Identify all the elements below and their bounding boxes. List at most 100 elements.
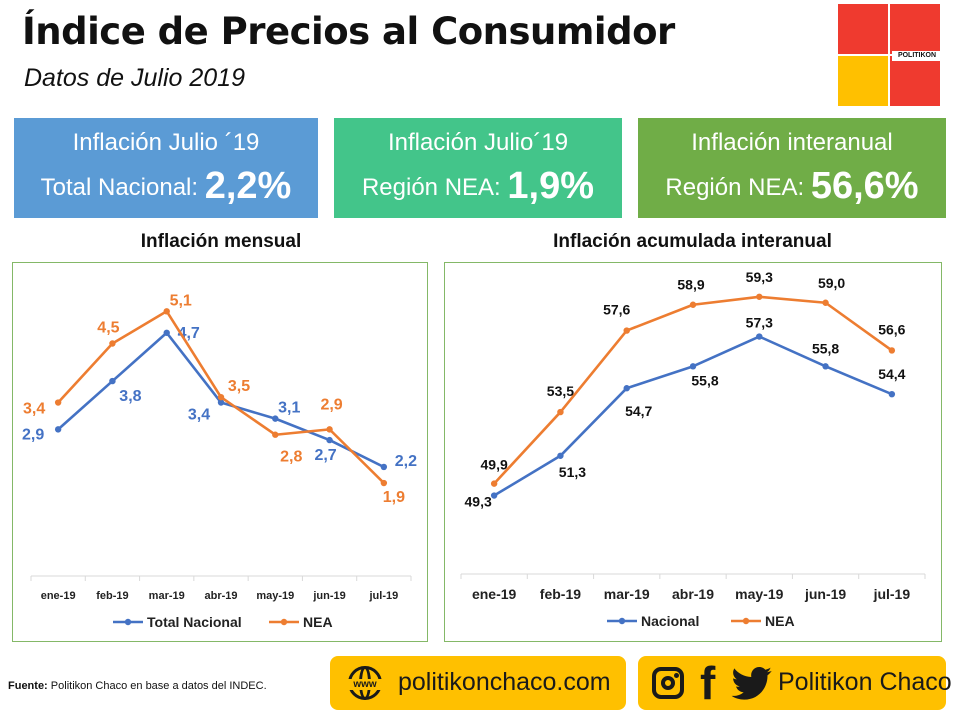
website-banner[interactable]: www politikonchaco.com xyxy=(330,656,626,710)
globe-icon: www xyxy=(348,666,382,700)
x-tick-label: jul-19 xyxy=(368,590,398,602)
series-line-0 xyxy=(493,335,893,497)
data-label: 1,9 xyxy=(383,489,405,506)
social-handle: Politikon Chaco xyxy=(778,668,952,696)
chart-title-mensual: Inflación mensual xyxy=(140,231,302,252)
kpi-value: 1,9% xyxy=(507,165,595,207)
data-point xyxy=(822,299,829,306)
data-label: 49,9 xyxy=(481,457,508,473)
data-label: 54,4 xyxy=(878,366,905,382)
x-tick-label: mar-19 xyxy=(149,590,185,602)
kpi-prefix: Total Nacional: xyxy=(40,174,199,201)
kpi-card-nea-interanual: Inflación interanual Región NEA: 56,6% xyxy=(638,118,946,218)
data-label: 53,5 xyxy=(547,383,574,399)
x-tick-label: mar-19 xyxy=(604,586,650,602)
politikon-logo: POLITIKON xyxy=(838,4,942,106)
data-label: 56,6 xyxy=(878,321,905,337)
page-title: Índice de Precios al Consumidor xyxy=(22,10,675,53)
data-point xyxy=(689,301,697,308)
kpi-card-nea-mensual: Inflación Julio´19 Región NEA: 1,9% xyxy=(334,118,622,218)
data-label: 2,9 xyxy=(22,426,44,443)
data-point xyxy=(623,385,630,392)
social-banner[interactable]: f Politikon Chaco xyxy=(638,656,952,710)
data-point xyxy=(217,399,225,406)
data-point xyxy=(756,333,763,340)
data-point xyxy=(272,431,279,438)
data-label: 2,7 xyxy=(314,447,336,464)
data-label: 5,1 xyxy=(170,292,192,309)
kpi-value: 2,2% xyxy=(204,165,292,207)
data-point xyxy=(623,327,630,334)
legend-marker xyxy=(124,618,132,626)
data-point xyxy=(557,452,564,459)
data-label: 58,9 xyxy=(677,277,704,293)
kpi-value: 56,6% xyxy=(810,165,919,207)
x-tick-label: ene-19 xyxy=(41,590,76,602)
data-point xyxy=(380,479,388,487)
data-label: 59,3 xyxy=(746,269,773,285)
data-label: 59,0 xyxy=(818,275,845,291)
kpi-prefix: Región NEA: xyxy=(665,174,805,201)
page-subtitle: Datos de Julio 2019 xyxy=(24,64,245,92)
data-point xyxy=(689,363,697,370)
data-point xyxy=(756,293,763,300)
x-tick-label: jun-19 xyxy=(312,590,345,602)
data-point xyxy=(217,393,225,401)
data-point xyxy=(557,408,564,416)
data-label: 51,3 xyxy=(559,464,586,480)
legend-label: NEA xyxy=(303,614,333,630)
data-label: 4,5 xyxy=(97,320,119,337)
data-point xyxy=(272,415,279,422)
data-label: 57,6 xyxy=(603,302,630,318)
data-label: 3,8 xyxy=(119,388,141,405)
x-tick-label: may-19 xyxy=(256,590,294,602)
instagram-icon[interactable] xyxy=(652,667,684,699)
data-label: 3,5 xyxy=(228,378,250,395)
kpi-label: Inflación Julio ´19 xyxy=(72,129,260,156)
data-label: 2,2 xyxy=(395,453,417,470)
data-point xyxy=(54,426,62,433)
data-point xyxy=(326,426,333,433)
legend-label: NEA xyxy=(765,613,795,629)
data-point xyxy=(888,347,896,354)
data-point xyxy=(822,363,829,370)
x-tick-label: abr-19 xyxy=(672,586,714,602)
data-point xyxy=(490,480,498,487)
chart-panel-mensual: ene-19 feb-19 mar-19 abr-19 may-19 jun-19 jul-… xyxy=(12,262,428,642)
data-point xyxy=(326,436,333,444)
website-link[interactable]: politikonchaco.com xyxy=(398,668,611,696)
data-point xyxy=(163,329,170,336)
x-tick-label: feb-19 xyxy=(540,586,581,602)
x-tick-label: jun-19 xyxy=(804,586,846,602)
legend-marker xyxy=(618,617,626,625)
globe-icon-text: www xyxy=(348,679,382,690)
x-tick-label: abr-19 xyxy=(204,590,237,602)
data-label: 3,4 xyxy=(188,407,210,424)
data-label: 54,7 xyxy=(625,403,652,419)
x-tick-label: ene-19 xyxy=(472,586,517,602)
chart-mensual: ene-19 feb-19 mar-19 abr-19 may-19 jun-19 jul-… xyxy=(22,292,417,630)
legend-marker xyxy=(280,618,288,626)
x-tick-label: may-19 xyxy=(735,586,783,602)
data-point xyxy=(54,399,62,406)
facebook-icon[interactable]: f xyxy=(700,657,716,709)
chart-panel-interanual: ene-19 feb-19 mar-19 abr-19 may-19 jun-19 jul-… xyxy=(444,262,942,642)
data-label: 3,1 xyxy=(278,400,300,417)
x-tick-label: jul-19 xyxy=(873,586,911,602)
data-label: 55,8 xyxy=(691,372,718,388)
data-label: 2,9 xyxy=(320,396,342,413)
kpi-card-total-nacional: Inflación Julio ´19 Total Nacional: 2,2% xyxy=(14,118,318,218)
legend-marker xyxy=(742,617,750,625)
data-label: 57,3 xyxy=(746,315,773,331)
chart-interanual: ene-19 feb-19 mar-19 abr-19 may-19 jun-19 jul-… xyxy=(460,269,926,629)
x-tick-label: feb-19 xyxy=(96,590,128,602)
source-label: Fuente: xyxy=(8,680,48,692)
kpi-label: Inflación interanual xyxy=(691,129,893,156)
logo-text: POLITIKON xyxy=(892,51,942,61)
source-text: Politikon Chaco en base a datos del INDE… xyxy=(47,680,267,692)
data-label: 55,8 xyxy=(812,340,839,356)
twitter-icon[interactable] xyxy=(730,667,774,701)
kpi-prefix: Región NEA: xyxy=(361,174,501,201)
legend-label: Total Nacional xyxy=(147,614,242,630)
data-point xyxy=(163,308,170,315)
